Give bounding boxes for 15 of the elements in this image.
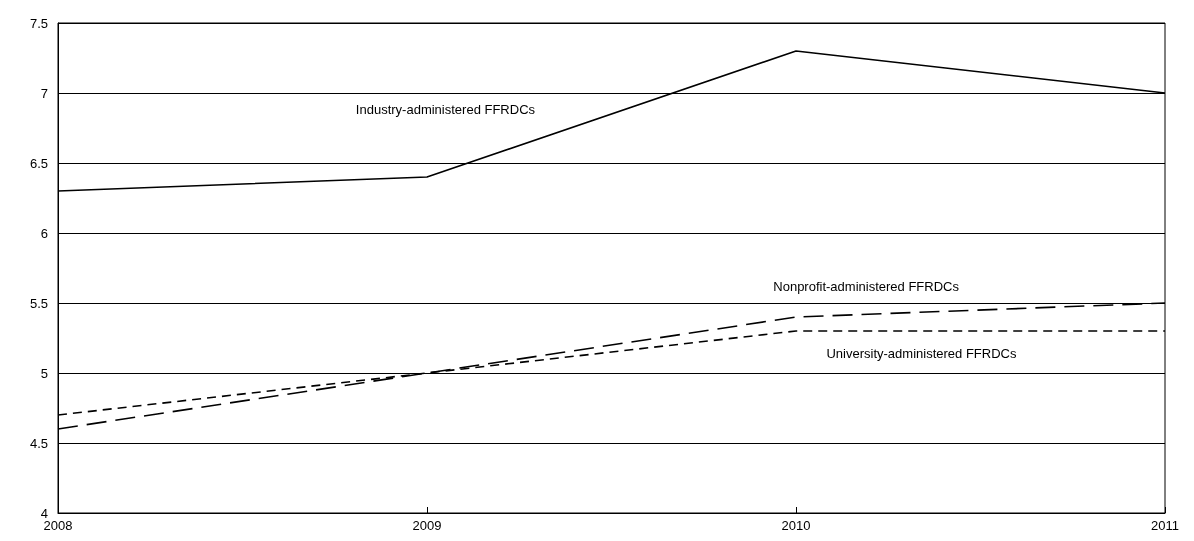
series-label: Industry-administered FFRDCs [355,102,536,118]
y-tick-label: 7 [40,85,48,101]
y-tick-label: 4.5 [29,435,48,451]
x-tick-label: 2011 [1151,518,1179,533]
y-tick-label: 7.5 [29,15,48,31]
y-tick-label: 6 [40,225,48,241]
y-tick-label: 5 [40,365,48,381]
y-tick-label: 4 [40,505,48,521]
series-label: University-administered FFRDCs [826,345,1017,361]
x-tick-label: 2008 [43,518,73,533]
series-label: Nonprofit-administered FFRDCs [773,278,960,294]
x-tick-label: 2010 [781,518,811,533]
x-tick-label: 2009 [412,518,442,533]
y-tick-label: 6.5 [29,155,48,171]
y-tick-label: 5.5 [29,295,48,311]
